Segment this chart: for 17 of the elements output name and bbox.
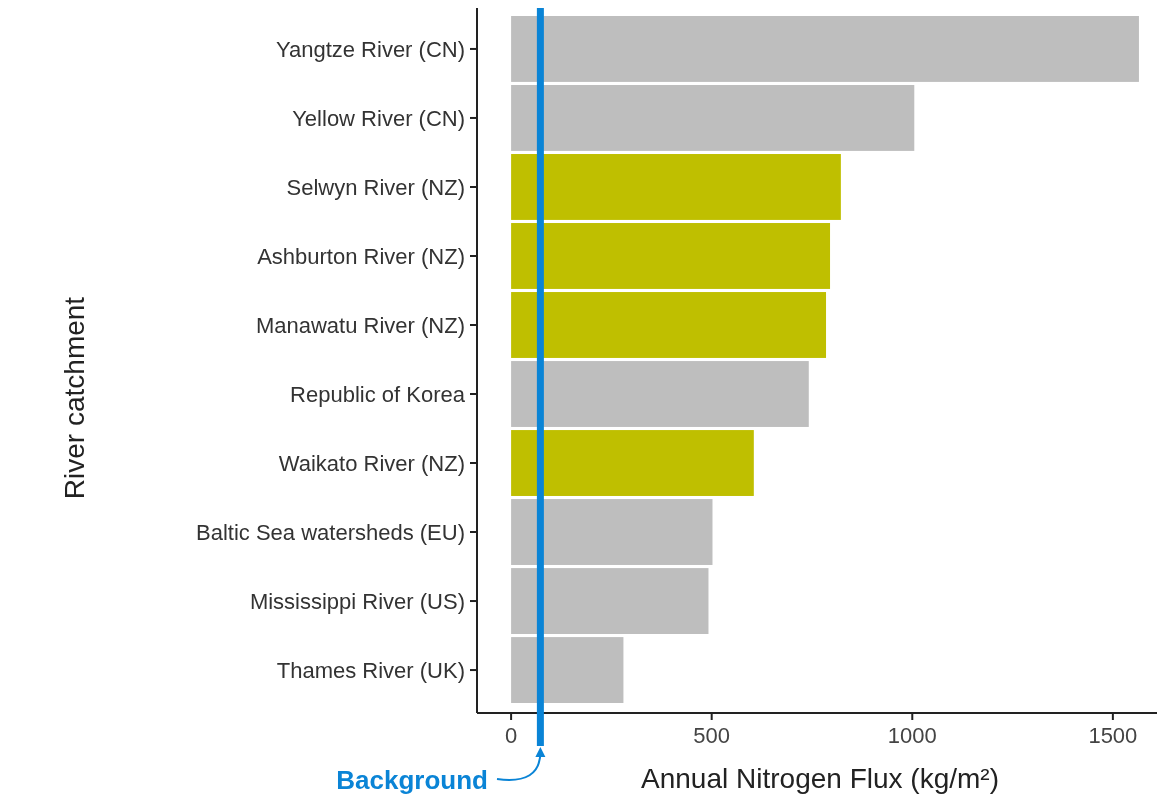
y-tick-label: Republic of Korea xyxy=(290,381,466,407)
y-axis-title: River catchment xyxy=(59,296,90,500)
x-tick-label: 1000 xyxy=(887,723,937,748)
x-tick-label: 500 xyxy=(693,723,731,748)
legend-label: Background xyxy=(336,765,488,795)
y-tick-label: Selwyn River (NZ) xyxy=(286,174,465,200)
y-tick-label: Yellow River (CN) xyxy=(292,105,465,131)
y-tick-label: Yangtze River (CN) xyxy=(275,36,465,62)
y-tick-label: Baltic Sea watersheds (EU) xyxy=(196,519,465,545)
x-tick-label: 1500 xyxy=(1088,723,1138,748)
x-axis-title: Annual Nitrogen Flux (kg/m²) xyxy=(641,763,999,794)
y-tick-label: Mississippi River (US) xyxy=(249,588,465,614)
y-tick-label: Manawatu River (NZ) xyxy=(255,312,465,338)
y-tick-label: Ashburton River (NZ) xyxy=(257,243,465,269)
y-tick-label: Waikato River (NZ) xyxy=(278,450,465,476)
x-tick-label: 0 xyxy=(504,723,518,748)
y-tick-label: Thames River (UK) xyxy=(276,657,465,683)
